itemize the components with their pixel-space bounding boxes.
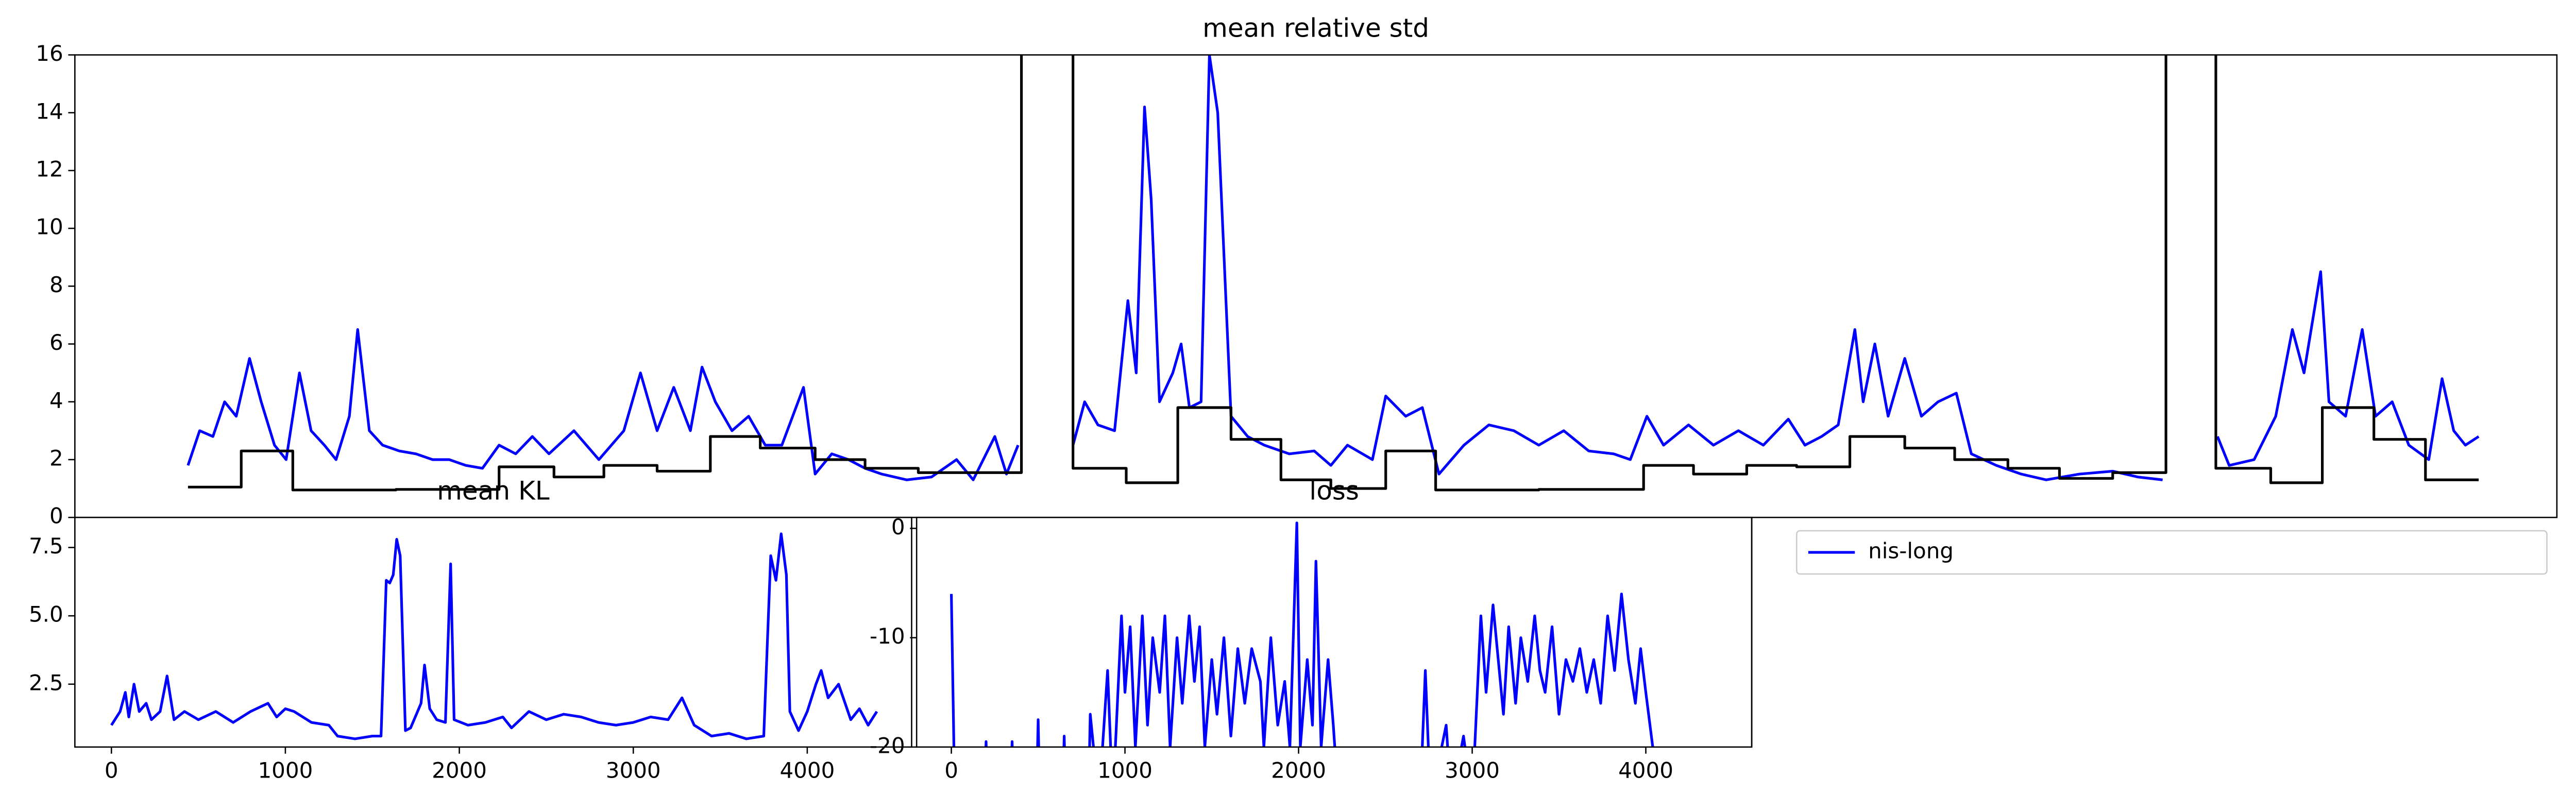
plot-area bbox=[110, 532, 878, 740]
x-tick-label: 4000 bbox=[779, 758, 835, 783]
y-tick-label: -10 bbox=[870, 623, 905, 649]
y-tick-label: 12 bbox=[36, 156, 63, 181]
series-line bbox=[187, 55, 2480, 481]
y-tick-label: 7.5 bbox=[29, 533, 63, 559]
y-tick-label: 10 bbox=[36, 214, 63, 240]
x-tick-label: 4000 bbox=[1618, 758, 1673, 783]
x-tick-label: 1000 bbox=[1097, 758, 1153, 783]
y-tick-label: 0 bbox=[891, 514, 905, 539]
legend-label: nis-long bbox=[1868, 538, 1954, 564]
y-tick-label: 0 bbox=[49, 503, 63, 529]
y-tick-label: 5.0 bbox=[29, 602, 63, 627]
y-tick-label: 2.5 bbox=[29, 670, 63, 695]
x-tick-label: 0 bbox=[944, 758, 958, 783]
y-tick-label: 2 bbox=[49, 445, 63, 470]
series-line bbox=[110, 532, 878, 740]
x-tick-label: 3000 bbox=[606, 758, 661, 783]
series-line bbox=[950, 521, 1654, 747]
y-tick-label: 8 bbox=[49, 272, 63, 297]
axes-title: mean KL bbox=[437, 476, 550, 505]
legend-box bbox=[1795, 530, 2548, 575]
axes-title: loss bbox=[1309, 476, 1359, 505]
x-tick-label: 2000 bbox=[432, 758, 487, 783]
axes-title: mean relative std bbox=[1202, 13, 1429, 43]
y-tick-label: 4 bbox=[49, 387, 63, 413]
series-line bbox=[188, 55, 2479, 492]
plot-area bbox=[950, 521, 1654, 747]
y-tick-label: 14 bbox=[36, 98, 63, 124]
x-tick-label: 1000 bbox=[258, 758, 313, 783]
plot-area bbox=[187, 55, 2480, 492]
x-tick-label: 2000 bbox=[1271, 758, 1326, 783]
y-tick-label: 6 bbox=[49, 330, 63, 355]
x-tick-label: 0 bbox=[105, 758, 118, 783]
axes-frame bbox=[74, 516, 912, 748]
y-tick-label: -20 bbox=[870, 733, 905, 758]
y-tick-label: 16 bbox=[36, 41, 63, 66]
x-tick-label: 3000 bbox=[1445, 758, 1500, 783]
